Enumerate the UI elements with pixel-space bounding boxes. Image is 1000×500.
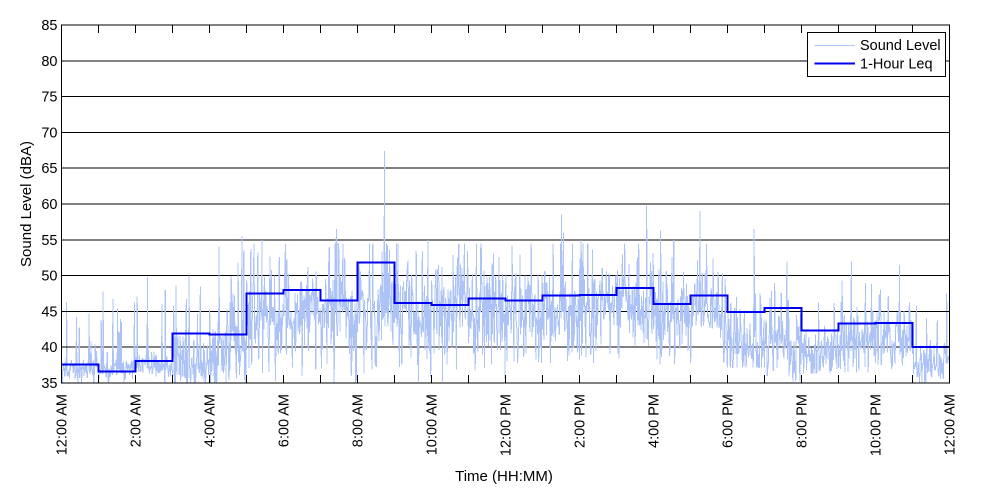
svg-text:1-Hour Leq: 1-Hour Leq — [860, 57, 933, 73]
svg-text:75: 75 — [41, 90, 57, 106]
svg-text:6:00 PM: 6:00 PM — [721, 394, 737, 448]
svg-text:2:00 PM: 2:00 PM — [573, 394, 589, 448]
svg-text:80: 80 — [41, 54, 57, 70]
svg-text:12:00 PM: 12:00 PM — [499, 394, 515, 456]
svg-text:65: 65 — [41, 161, 57, 177]
svg-text:55: 55 — [41, 233, 57, 249]
svg-text:10:00 AM: 10:00 AM — [425, 394, 441, 455]
svg-text:Sound Level: Sound Level — [860, 38, 941, 54]
svg-text:Time (HH:MM): Time (HH:MM) — [455, 468, 553, 485]
svg-text:12:00 AM: 12:00 AM — [55, 394, 71, 455]
svg-text:2:00 AM: 2:00 AM — [129, 394, 145, 447]
svg-text:8:00 PM: 8:00 PM — [795, 394, 811, 448]
svg-text:40: 40 — [41, 340, 57, 356]
svg-text:4:00 AM: 4:00 AM — [203, 394, 219, 447]
svg-text:35: 35 — [41, 376, 57, 392]
svg-text:45: 45 — [41, 304, 57, 320]
svg-text:12:00 AM: 12:00 AM — [943, 394, 959, 455]
svg-text:60: 60 — [41, 197, 57, 213]
svg-text:50: 50 — [41, 269, 57, 285]
svg-text:4:00 PM: 4:00 PM — [647, 394, 663, 448]
svg-text:Sound Level (dBA): Sound Level (dBA) — [18, 141, 35, 267]
svg-text:85: 85 — [41, 18, 57, 34]
svg-text:10:00 PM: 10:00 PM — [869, 394, 885, 456]
svg-text:6:00 AM: 6:00 AM — [277, 394, 293, 447]
svg-text:8:00 AM: 8:00 AM — [351, 394, 367, 447]
svg-text:70: 70 — [41, 125, 57, 141]
